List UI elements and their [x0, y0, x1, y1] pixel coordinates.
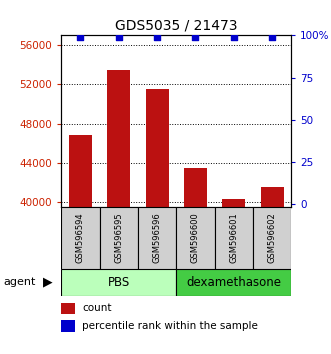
- Point: [269, 34, 275, 40]
- Bar: [61, 207, 100, 269]
- Bar: [61, 269, 176, 296]
- Bar: [107, 70, 130, 354]
- Text: GSM596596: GSM596596: [153, 213, 162, 263]
- Text: PBS: PBS: [108, 276, 130, 289]
- Text: GSM596594: GSM596594: [76, 213, 85, 263]
- Title: GDS5035 / 21473: GDS5035 / 21473: [115, 19, 238, 33]
- Point: [193, 34, 198, 40]
- Bar: [176, 207, 214, 269]
- Bar: [146, 89, 168, 354]
- Bar: [100, 207, 138, 269]
- Bar: [138, 207, 176, 269]
- Text: count: count: [82, 303, 112, 313]
- Text: ▶: ▶: [43, 276, 53, 289]
- Text: GSM596601: GSM596601: [229, 213, 238, 263]
- Bar: [69, 136, 92, 354]
- Point: [155, 34, 160, 40]
- Text: GSM596600: GSM596600: [191, 213, 200, 263]
- Bar: [176, 269, 291, 296]
- Point: [116, 34, 121, 40]
- Text: GSM596602: GSM596602: [267, 213, 277, 263]
- Bar: [61, 320, 75, 332]
- Bar: [214, 207, 253, 269]
- Text: percentile rank within the sample: percentile rank within the sample: [82, 321, 258, 331]
- Text: dexamethasone: dexamethasone: [186, 276, 281, 289]
- Text: GSM596595: GSM596595: [114, 213, 123, 263]
- Text: agent: agent: [3, 277, 36, 287]
- Bar: [253, 207, 291, 269]
- Point: [78, 34, 83, 40]
- Point: [231, 34, 236, 40]
- Bar: [222, 199, 245, 354]
- Bar: [61, 303, 75, 314]
- Bar: [260, 188, 284, 354]
- Bar: [184, 168, 207, 354]
